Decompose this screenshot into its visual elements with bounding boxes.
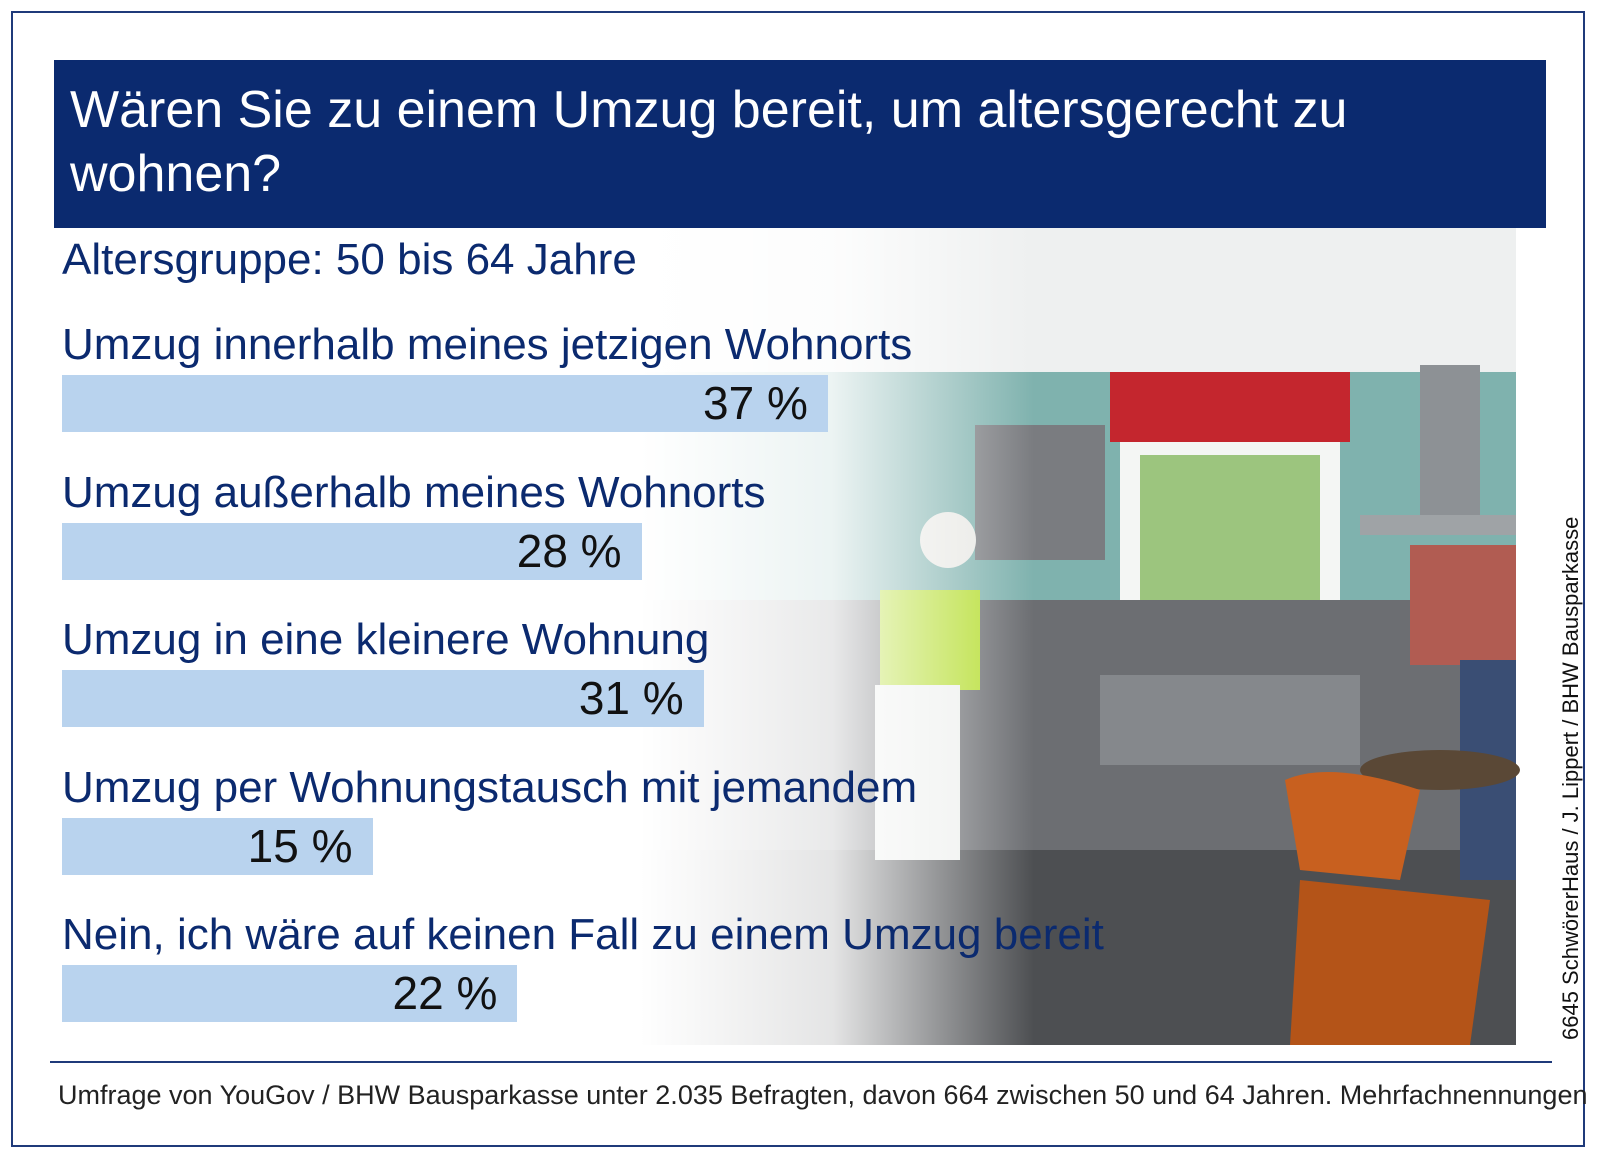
category-label: Umzug außerhalb meines Wohnorts [62,467,766,517]
chart-subtitle: Altersgruppe: 50 bis 64 Jahre [62,235,637,284]
value-label: 37 % [703,377,808,429]
category-label: Umzug in eine kleinere Wohnung [62,615,710,664]
bar [62,522,642,580]
frame [11,11,1585,1147]
value-label: 22 % [392,967,498,1019]
bar [62,965,518,1022]
title-bar [54,60,1546,228]
photo-scene [640,228,1520,1045]
footnote: Umfrage von YouGov / BHW Bausparkasse un… [58,1080,1588,1110]
footer-rule [50,1061,1552,1063]
photo-credit: 6645 SchwörerHaus / J. Lippert / BHW Bau… [1558,516,1583,1040]
bar [62,670,704,727]
chart-title: Wären Sie zu einem Umzug bereit, um alte… [70,81,1348,203]
category-label: Umzug innerhalb meines jetzigen Wohnorts [62,320,913,369]
category-label: Umzug per Wohnungstausch mit jemandem [62,762,918,812]
value-label: 15 % [247,819,353,872]
bar [62,817,373,875]
bar [62,375,828,432]
category-label: Nein, ich wäre auf keinen Fall zu einem … [62,910,1104,959]
value-label: 28 % [516,524,622,577]
value-label: 31 % [578,672,684,724]
